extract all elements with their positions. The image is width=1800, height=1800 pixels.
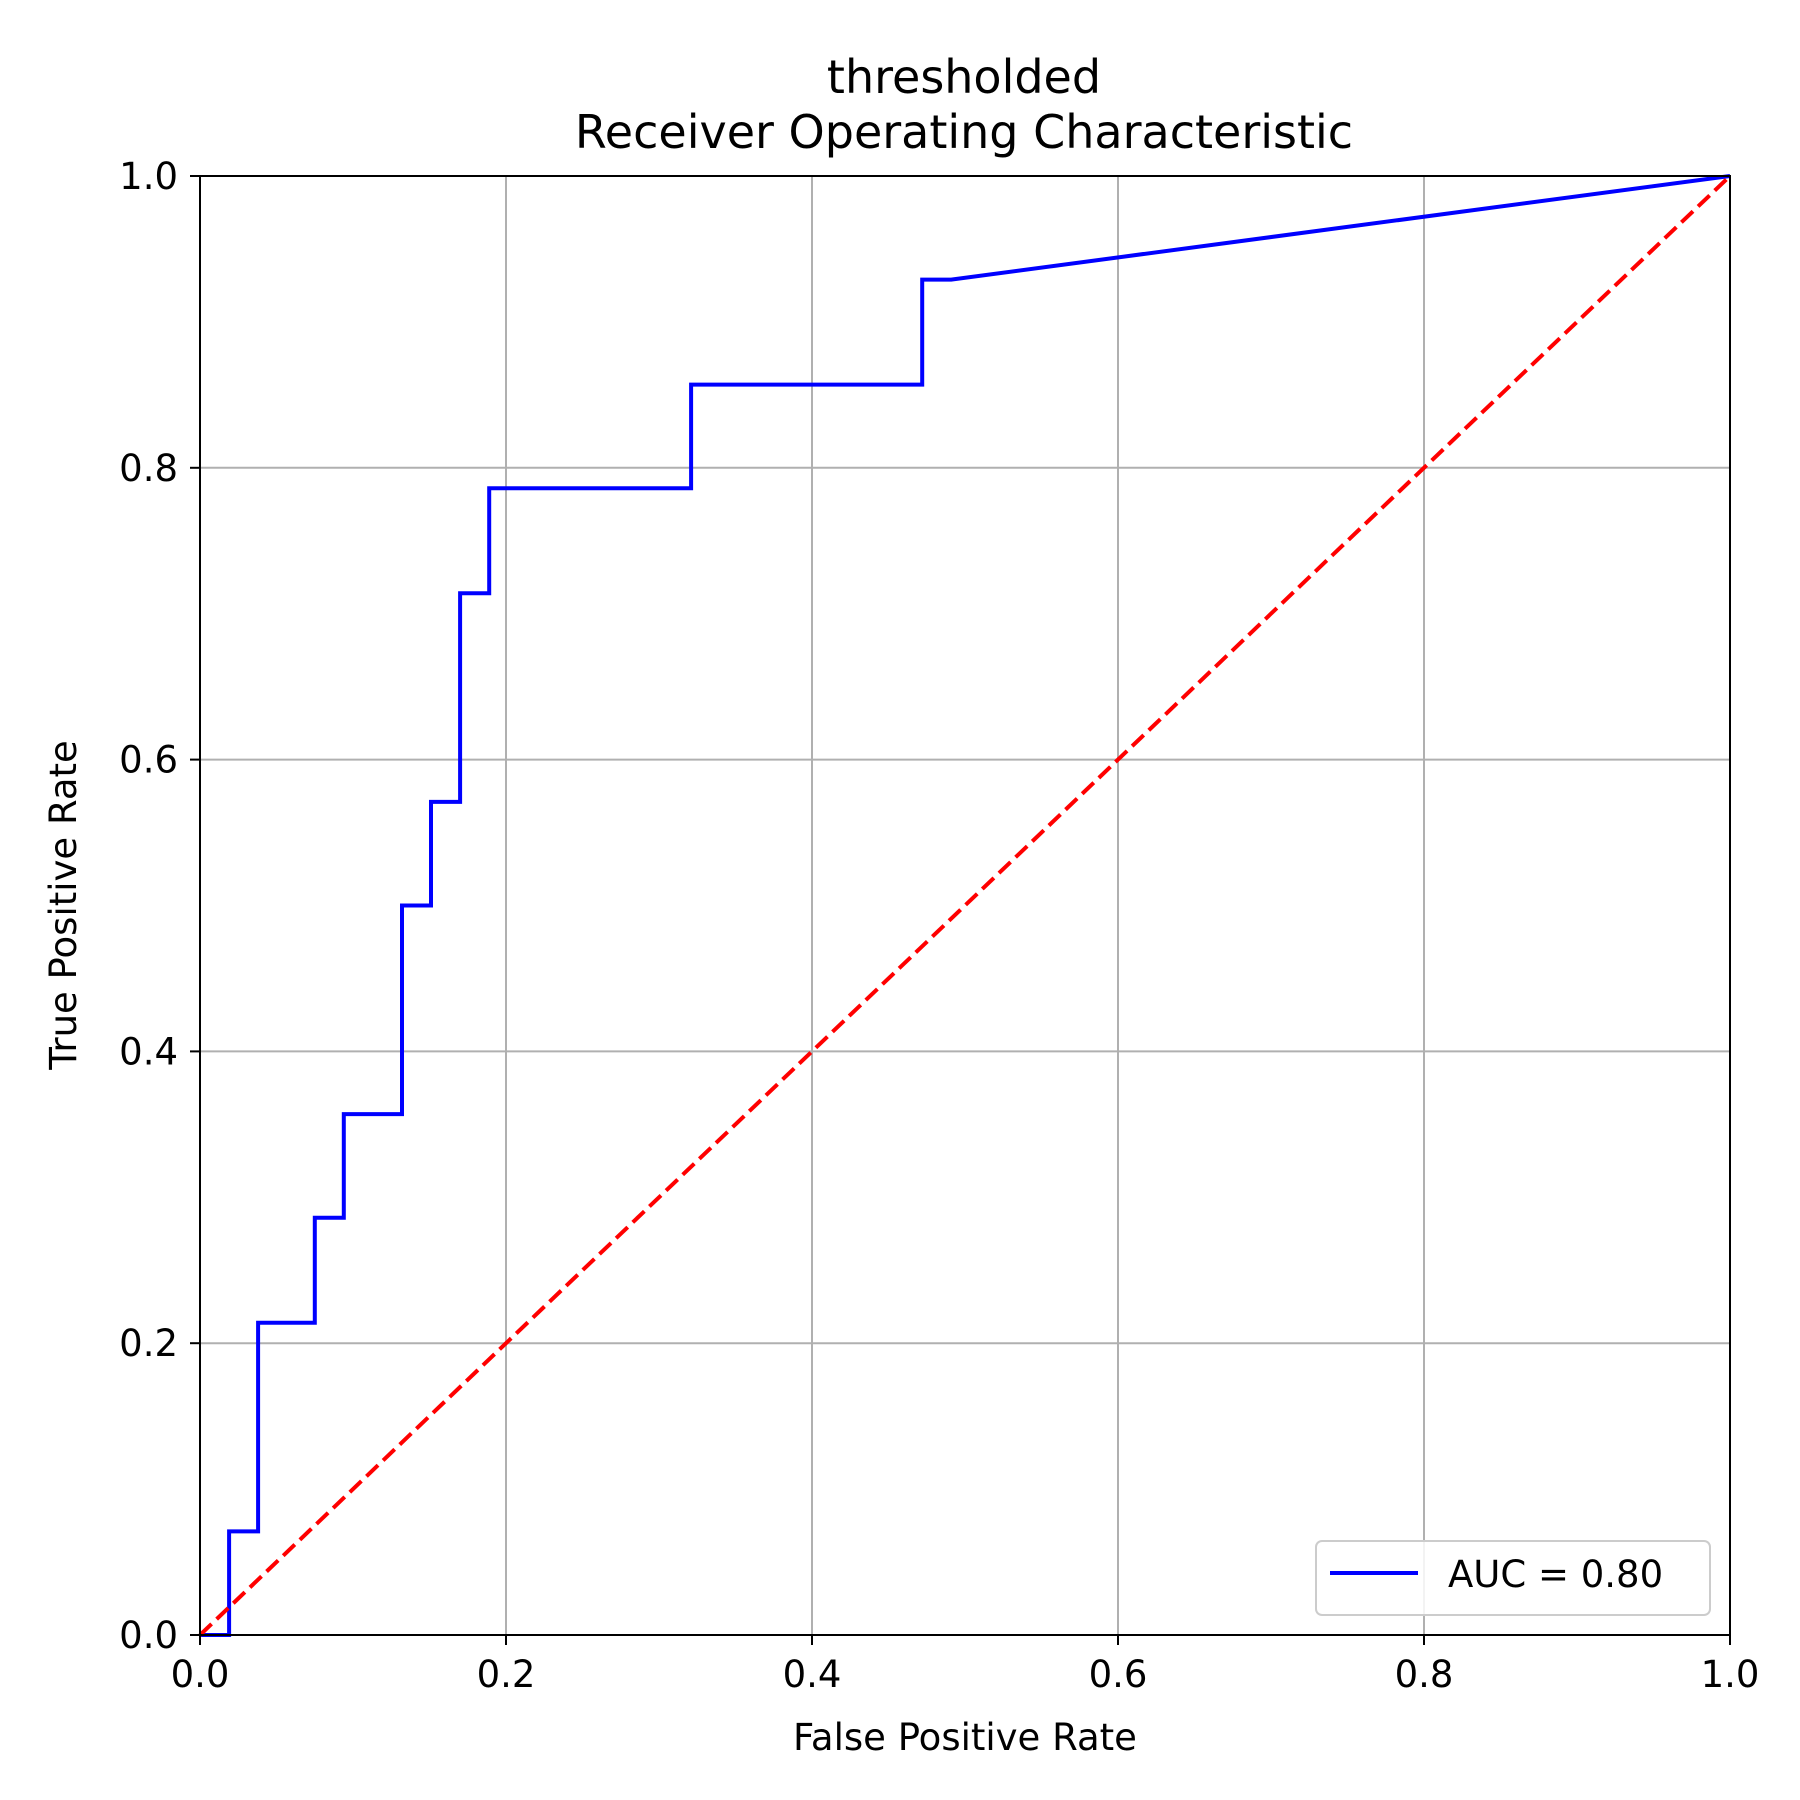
y-tick-label: 0.4 bbox=[119, 1030, 178, 1073]
chance-diagonal-line bbox=[198, 174, 1732, 1637]
y-tick-label: 0.0 bbox=[119, 1614, 178, 1657]
x-tick-label: 0.4 bbox=[783, 1653, 842, 1696]
chart-title-line-2: Receiver Operating Characteristic bbox=[575, 105, 1353, 159]
legend-box bbox=[1315, 1540, 1711, 1616]
plot-frame bbox=[199, 175, 1731, 1636]
legend-label: AUC = 0.80 bbox=[1448, 1553, 1663, 1596]
axis-ticks: 0.0 0.2 0.4 0.6 0.8 1.0 0.0 0.2 0.4 0.6 0.8 1.0 bbox=[119, 155, 1759, 1696]
y-tick-label: 1.0 bbox=[119, 155, 178, 198]
y-tick-label: 0.6 bbox=[119, 739, 178, 782]
x-tick-label: 0.2 bbox=[477, 1653, 536, 1696]
y-axis-label: True Positive Rate bbox=[42, 740, 85, 1071]
x-axis-label: False Positive Rate bbox=[793, 1716, 1137, 1759]
x-tick-label: 0.6 bbox=[1089, 1653, 1148, 1696]
y-tick-label: 0.8 bbox=[119, 447, 178, 490]
roc-curve-line bbox=[200, 174, 1731, 1637]
x-tick-label: 1.0 bbox=[1701, 1653, 1760, 1696]
chart-title-line-1: thresholded bbox=[827, 50, 1101, 104]
legend: AUC = 0.80 bbox=[1315, 1540, 1711, 1616]
x-tick-label: 0.0 bbox=[171, 1653, 230, 1696]
x-tick-label: 0.8 bbox=[1395, 1653, 1454, 1696]
series-layer bbox=[198, 174, 1732, 1637]
y-tick-label: 0.2 bbox=[119, 1322, 178, 1365]
